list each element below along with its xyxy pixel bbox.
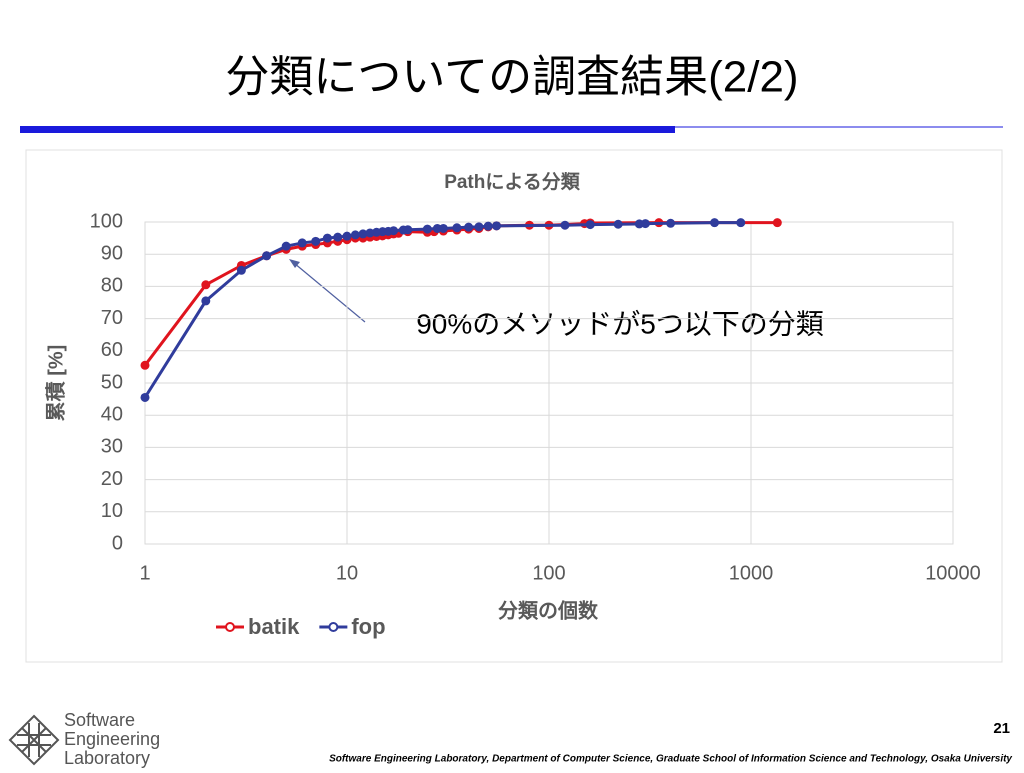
data-point	[560, 220, 570, 230]
slide-title: 分類についての調査結果(2/2)	[225, 53, 798, 102]
y-tick-label: 60	[101, 339, 123, 361]
logo-icon	[8, 714, 60, 766]
y-tick-label: 0	[112, 532, 123, 554]
data-point	[613, 219, 623, 229]
page-number: 21	[993, 720, 1010, 737]
legend-label: batik	[248, 614, 300, 639]
logo-text: Laboratory	[64, 748, 150, 768]
annotation-arrow	[293, 262, 366, 323]
logo-text: Engineering	[64, 729, 160, 749]
data-point	[140, 360, 150, 370]
annotation: 90%のメソッドが5つ以下の分類	[416, 308, 824, 339]
y-tick-label: 20	[101, 468, 123, 490]
chart-frame	[25, 149, 1003, 663]
data-point	[403, 225, 413, 235]
y-tick-label: 100	[90, 210, 123, 232]
data-point	[140, 392, 150, 402]
data-point	[322, 233, 332, 243]
logo: Software Engineering Laboratory	[8, 710, 160, 768]
chart-title: Pathによる分類	[444, 171, 581, 193]
y-tick-label: 30	[101, 436, 123, 458]
y-axis-label: 累積 [%]	[44, 345, 67, 422]
y-tick-label: 90	[101, 242, 123, 264]
data-point	[236, 265, 246, 275]
data-point	[772, 218, 782, 228]
data-point	[297, 238, 307, 248]
data-point	[262, 251, 272, 261]
logo-text: Software	[64, 710, 135, 730]
data-point	[438, 223, 448, 233]
x-tick-label: 100	[532, 562, 565, 584]
arrow-head	[289, 259, 300, 268]
data-point	[311, 236, 321, 246]
legend-marker	[328, 622, 339, 632]
x-tick-label: 10000	[925, 562, 981, 584]
y-tick-label: 70	[101, 307, 123, 329]
data-point	[736, 218, 746, 228]
legend-label: fop	[351, 614, 385, 639]
data-point	[492, 221, 502, 231]
data-point	[474, 222, 484, 232]
data-point	[585, 220, 595, 230]
data-point	[483, 221, 493, 231]
data-point	[389, 226, 399, 236]
legend-marker	[225, 622, 235, 632]
data-point	[422, 224, 432, 234]
data-point	[452, 223, 462, 233]
x-tick-label: 1000	[729, 562, 774, 584]
x-tick-label: 10	[336, 562, 358, 584]
data-point	[333, 232, 343, 242]
y-tick-label: 40	[101, 403, 123, 425]
x-axis-label: 分類の個数	[498, 598, 599, 622]
title-bar	[20, 126, 675, 133]
data-point	[640, 219, 650, 229]
data-point	[350, 230, 360, 240]
data-point	[281, 241, 291, 251]
y-tick-label: 50	[101, 371, 123, 393]
data-point	[342, 231, 352, 241]
data-point	[710, 218, 720, 228]
data-point	[464, 222, 474, 232]
series-line	[143, 221, 778, 367]
x-tick-label: 1	[139, 562, 150, 584]
y-tick-label: 10	[101, 500, 123, 522]
data-point	[201, 280, 211, 290]
data-point	[201, 296, 211, 306]
y-tick-label: 80	[101, 275, 123, 297]
data-point	[666, 218, 676, 228]
footer: Software Engineering Laboratory, Departm…	[329, 754, 1012, 765]
